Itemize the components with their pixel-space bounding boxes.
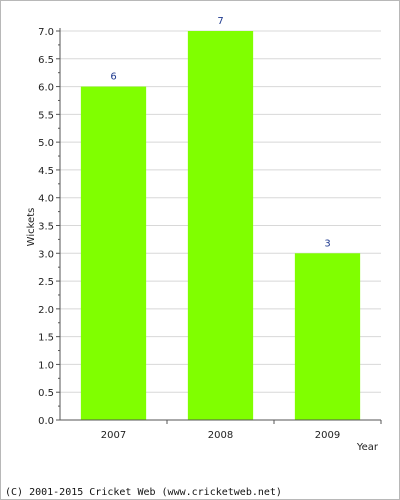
y-tick-label: 6.0	[38, 83, 54, 94]
y-tick-label: 4.0	[38, 194, 54, 205]
x-tick-label: 2007	[101, 430, 126, 441]
y-tick-label: 5.5	[38, 110, 54, 121]
x-tick-label: 2008	[208, 430, 233, 441]
y-tick-label: 3.5	[38, 222, 54, 233]
y-tick-labels: 0.0 0.5 1.0 1.5 2.0 2.5 3.0 3.5 4.0 4.5 5.0 5.5 6.0 6…	[38, 27, 60, 427]
y-tick-label: 1.0	[38, 360, 54, 371]
y-tick-label: 0.5	[38, 388, 54, 399]
axes	[59, 28, 381, 421]
y-tick-label: 4.5	[38, 166, 54, 177]
x-axis-label: Year	[356, 442, 379, 453]
x-tick-label: 2009	[315, 430, 340, 441]
data-label: 6	[110, 72, 116, 83]
bar-2007	[80, 86, 147, 421]
y-tick-label: 0.0	[38, 416, 54, 427]
y-tick-label: 7.0	[38, 27, 54, 38]
data-label: 7	[217, 16, 223, 27]
y-tick-label: 1.5	[38, 333, 54, 344]
y-tick-label: 2.5	[38, 277, 54, 288]
y-tick-label: 6.5	[38, 55, 54, 66]
bar-2008	[187, 31, 254, 420]
x-tick-labels: 2007 2008 2009	[101, 420, 382, 441]
y-tick-label: 5.0	[38, 138, 54, 149]
copyright-footer: (C) 2001-2015 Cricket Web (www.cricketwe…	[5, 487, 282, 498]
y-tick-label: 2.0	[38, 305, 54, 316]
y-axis-label: Wickets	[26, 208, 37, 247]
data-labels: 6 7 3	[110, 16, 330, 249]
y-tick-label: 3.0	[38, 249, 54, 260]
bars	[80, 31, 361, 421]
bar-2009	[294, 253, 361, 420]
data-label: 3	[324, 238, 330, 249]
